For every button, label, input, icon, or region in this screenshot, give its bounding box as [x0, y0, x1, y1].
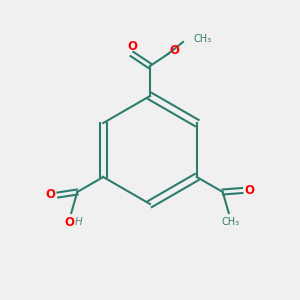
Text: O: O — [45, 188, 55, 202]
Text: O: O — [65, 215, 75, 229]
Text: O: O — [245, 184, 255, 197]
Text: O: O — [169, 44, 179, 58]
Text: CH₃: CH₃ — [194, 34, 211, 44]
Text: O: O — [127, 40, 137, 53]
Text: H: H — [75, 217, 82, 227]
Text: CH₃: CH₃ — [221, 217, 239, 227]
